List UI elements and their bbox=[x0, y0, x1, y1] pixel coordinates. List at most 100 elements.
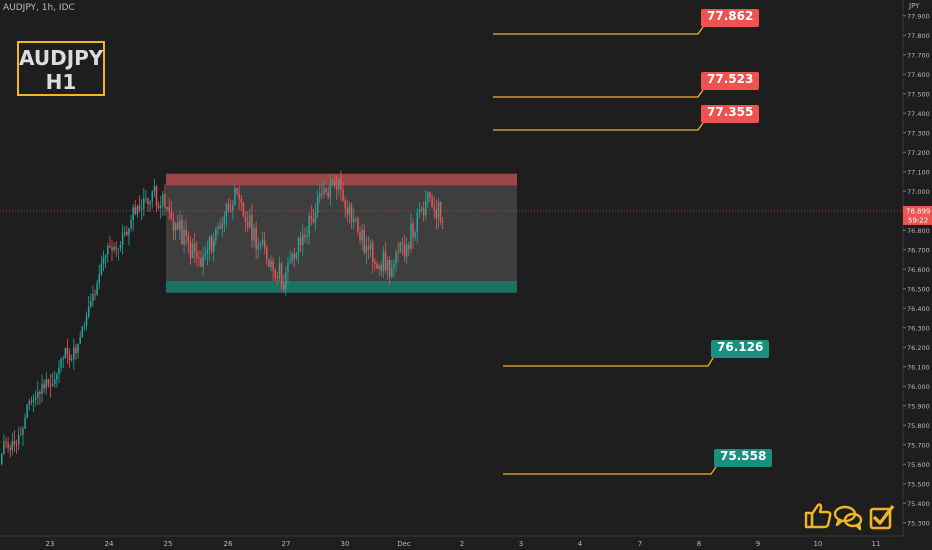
candle-body bbox=[306, 236, 308, 238]
candle-body bbox=[391, 267, 393, 277]
candle-body bbox=[321, 193, 323, 195]
candle-body bbox=[359, 231, 361, 241]
candle-body bbox=[30, 400, 33, 402]
candle-body bbox=[261, 239, 264, 243]
candle-body bbox=[17, 434, 20, 445]
candle-body bbox=[198, 257, 200, 259]
chat-bubbles-icon[interactable] bbox=[833, 505, 863, 531]
candle-body bbox=[325, 188, 327, 193]
candle-body bbox=[416, 212, 419, 233]
candle-body bbox=[314, 212, 317, 223]
candle-body bbox=[255, 227, 257, 250]
candle-body bbox=[58, 367, 60, 375]
time-tick-label: 9 bbox=[756, 540, 760, 548]
level-label-5[interactable]: 75.558 bbox=[714, 449, 773, 467]
candle-body bbox=[282, 283, 285, 290]
candle-body bbox=[7, 442, 9, 448]
candle-body bbox=[164, 193, 166, 209]
candle-body bbox=[276, 276, 279, 279]
candle-body bbox=[335, 186, 338, 190]
candle-body bbox=[13, 441, 16, 445]
price-tick-label: 76.800 bbox=[907, 227, 930, 235]
candle-body bbox=[132, 207, 134, 220]
price-tick-label: 76.600 bbox=[907, 266, 930, 274]
candle-body bbox=[340, 178, 342, 190]
candle-body bbox=[344, 200, 346, 209]
candle-body bbox=[54, 379, 56, 384]
candle-body bbox=[75, 347, 77, 354]
candle-body bbox=[278, 263, 281, 279]
candle-body bbox=[251, 215, 253, 241]
candle-body bbox=[153, 186, 156, 192]
candle-body bbox=[117, 248, 120, 250]
candle-body bbox=[431, 197, 433, 208]
candle-body bbox=[208, 236, 211, 250]
time-tick-label: 7 bbox=[638, 540, 642, 548]
price-tick-label: 75.900 bbox=[907, 402, 930, 410]
candle-body bbox=[289, 260, 291, 263]
candle-body bbox=[213, 240, 215, 252]
price-tick-label: 76.500 bbox=[907, 285, 930, 293]
candle-body bbox=[401, 242, 404, 245]
chart-title-box: AUDJPY H1 bbox=[17, 41, 105, 96]
candle-body bbox=[119, 244, 122, 249]
candle-body bbox=[229, 210, 232, 212]
candle-body bbox=[64, 347, 67, 359]
candle-body bbox=[147, 198, 149, 205]
candle-body bbox=[149, 201, 151, 205]
candle-body bbox=[408, 244, 410, 249]
candle-body bbox=[393, 263, 395, 268]
price-tick-label: 75.700 bbox=[907, 441, 930, 449]
candle-body bbox=[293, 253, 296, 259]
candle-body bbox=[266, 247, 268, 260]
candle-body bbox=[422, 208, 425, 216]
candle-body bbox=[206, 249, 209, 254]
candle-body bbox=[249, 215, 251, 227]
candle-body bbox=[189, 242, 192, 259]
candle-body bbox=[90, 301, 92, 307]
price-tick-label: 75.600 bbox=[907, 461, 930, 469]
candle-body bbox=[291, 253, 293, 261]
candle-body bbox=[43, 383, 45, 389]
price-tick-label: 75.800 bbox=[907, 422, 930, 430]
level-label-1[interactable]: 77.862 bbox=[701, 9, 760, 27]
thumbs-up-icon[interactable] bbox=[804, 503, 832, 529]
candle-body bbox=[223, 216, 226, 224]
candle-body bbox=[94, 294, 96, 296]
level-label-4[interactable]: 76.126 bbox=[711, 340, 770, 358]
candle-body bbox=[115, 246, 117, 250]
candle-body bbox=[113, 246, 115, 251]
candle-body bbox=[221, 223, 223, 229]
candle-body bbox=[405, 244, 408, 257]
candle-body bbox=[274, 269, 276, 277]
current-price-tag bbox=[903, 205, 932, 225]
level-label-2[interactable]: 77.523 bbox=[701, 72, 760, 90]
candle-body bbox=[210, 236, 213, 252]
price-tick-label: 76.300 bbox=[907, 324, 930, 332]
candle-body bbox=[168, 207, 170, 211]
price-tick-label: 75.300 bbox=[907, 519, 930, 527]
candle-body bbox=[414, 232, 416, 238]
candle-body bbox=[166, 207, 168, 209]
candle-body bbox=[338, 178, 340, 190]
candle-body bbox=[174, 222, 177, 231]
candle-body bbox=[73, 347, 75, 359]
candle-body bbox=[384, 251, 387, 271]
candle-body bbox=[104, 254, 107, 258]
candle-body bbox=[20, 434, 22, 436]
candle-body bbox=[79, 337, 81, 344]
level-line-5 bbox=[503, 466, 717, 475]
candle-body bbox=[193, 243, 196, 253]
level-label-3[interactable]: 77.355 bbox=[701, 105, 760, 123]
reaction-icons bbox=[804, 503, 895, 531]
support-zone bbox=[166, 280, 517, 293]
candle-body bbox=[215, 229, 217, 241]
candle-body bbox=[56, 374, 58, 380]
candle-body bbox=[376, 263, 378, 269]
candle-body bbox=[24, 417, 26, 429]
checkmark-icon[interactable] bbox=[869, 504, 895, 530]
candle-body bbox=[263, 239, 266, 248]
title-timeframe: H1 bbox=[45, 70, 77, 94]
